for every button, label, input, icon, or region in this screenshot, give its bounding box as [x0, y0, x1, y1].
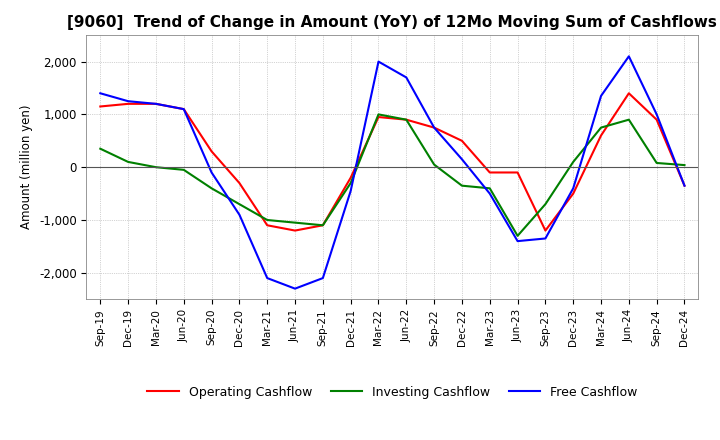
Operating Cashflow: [235, 180, 243, 186]
Operating Cashflow: [318, 223, 327, 228]
Investing Cashflow: [597, 125, 606, 130]
Operating Cashflow: [291, 228, 300, 233]
Operating Cashflow: [458, 138, 467, 143]
Investing Cashflow: [152, 165, 161, 170]
Operating Cashflow: [96, 104, 104, 109]
Operating Cashflow: [597, 133, 606, 138]
Investing Cashflow: [96, 146, 104, 151]
Investing Cashflow: [124, 159, 132, 165]
Free Cashflow: [569, 186, 577, 191]
Operating Cashflow: [263, 223, 271, 228]
Free Cashflow: [513, 238, 522, 244]
Operating Cashflow: [346, 175, 355, 180]
Investing Cashflow: [263, 217, 271, 223]
Investing Cashflow: [235, 202, 243, 207]
Free Cashflow: [624, 54, 633, 59]
Investing Cashflow: [569, 159, 577, 165]
Operating Cashflow: [624, 91, 633, 96]
Free Cashflow: [597, 93, 606, 99]
Line: Free Cashflow: Free Cashflow: [100, 56, 685, 289]
Investing Cashflow: [374, 112, 383, 117]
Operating Cashflow: [124, 101, 132, 106]
Line: Operating Cashflow: Operating Cashflow: [100, 93, 685, 231]
Investing Cashflow: [207, 186, 216, 191]
Investing Cashflow: [346, 180, 355, 186]
Operating Cashflow: [680, 183, 689, 188]
Free Cashflow: [207, 170, 216, 175]
Operating Cashflow: [513, 170, 522, 175]
Free Cashflow: [235, 212, 243, 217]
Investing Cashflow: [291, 220, 300, 225]
Free Cashflow: [458, 157, 467, 162]
Legend: Operating Cashflow, Investing Cashflow, Free Cashflow: Operating Cashflow, Investing Cashflow, …: [143, 381, 642, 404]
Free Cashflow: [652, 112, 661, 117]
Free Cashflow: [541, 236, 550, 241]
Investing Cashflow: [680, 162, 689, 168]
Free Cashflow: [152, 101, 161, 106]
Operating Cashflow: [652, 117, 661, 122]
Investing Cashflow: [624, 117, 633, 122]
Investing Cashflow: [485, 186, 494, 191]
Investing Cashflow: [541, 202, 550, 207]
Free Cashflow: [124, 99, 132, 104]
Investing Cashflow: [458, 183, 467, 188]
Investing Cashflow: [430, 162, 438, 167]
Operating Cashflow: [541, 228, 550, 233]
Operating Cashflow: [179, 106, 188, 112]
Free Cashflow: [346, 188, 355, 194]
Operating Cashflow: [485, 170, 494, 175]
Free Cashflow: [680, 183, 689, 188]
Investing Cashflow: [402, 117, 410, 122]
Operating Cashflow: [374, 114, 383, 120]
Free Cashflow: [263, 275, 271, 281]
Free Cashflow: [374, 59, 383, 64]
Investing Cashflow: [513, 233, 522, 238]
Investing Cashflow: [179, 167, 188, 172]
Free Cashflow: [318, 275, 327, 281]
Free Cashflow: [485, 191, 494, 196]
Free Cashflow: [179, 106, 188, 112]
Operating Cashflow: [402, 117, 410, 122]
Operating Cashflow: [152, 101, 161, 106]
Operating Cashflow: [207, 149, 216, 154]
Operating Cashflow: [569, 191, 577, 196]
Title: [9060]  Trend of Change in Amount (YoY) of 12Mo Moving Sum of Cashflows: [9060] Trend of Change in Amount (YoY) o…: [68, 15, 717, 30]
Free Cashflow: [96, 91, 104, 96]
Investing Cashflow: [652, 160, 661, 165]
Free Cashflow: [291, 286, 300, 291]
Line: Investing Cashflow: Investing Cashflow: [100, 114, 685, 236]
Free Cashflow: [430, 125, 438, 130]
Investing Cashflow: [318, 223, 327, 228]
Operating Cashflow: [430, 125, 438, 130]
Y-axis label: Amount (million yen): Amount (million yen): [20, 105, 33, 229]
Free Cashflow: [402, 75, 410, 80]
